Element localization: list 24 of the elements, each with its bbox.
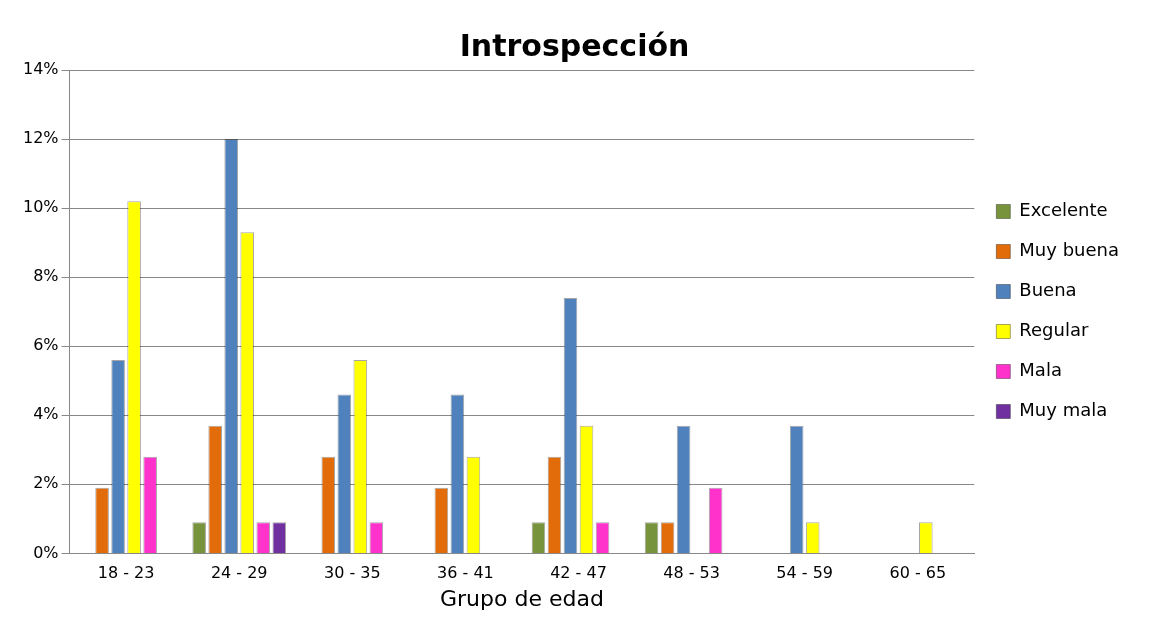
y-tick-label: 10%	[23, 197, 59, 217]
x-tick-label: 18 - 23	[97, 563, 155, 583]
legend-label: Mala	[1019, 359, 1062, 381]
y-tick-label: 8%	[33, 266, 59, 286]
chart-title: Introspección	[459, 27, 690, 63]
legend-label: Buena	[1019, 279, 1077, 301]
y-tick-label: 6%	[33, 335, 59, 355]
x-tick-label: 42 - 47	[550, 563, 607, 583]
y-tick-label: 12%	[23, 128, 59, 148]
x-tick-label: 54 - 59	[776, 563, 834, 583]
legend-label: Regular	[1019, 319, 1089, 341]
x-tick-label: 36 - 41	[437, 563, 494, 583]
x-tick-label: 24 - 29	[210, 563, 268, 583]
y-tick-label: 2%	[33, 473, 59, 493]
x-tick-label: 60 - 65	[889, 563, 947, 583]
y-tick-label: 14%	[23, 59, 59, 79]
x-tick-label: 30 - 35	[323, 563, 381, 583]
legend-label: Muy buena	[1019, 239, 1120, 261]
legend-label: Excelente	[1019, 199, 1108, 221]
y-tick-label: 4%	[33, 404, 59, 424]
y-tick-label: 0%	[33, 542, 59, 562]
x-axis-title: Grupo de edad	[440, 585, 604, 611]
x-tick-label: 48 - 53	[663, 563, 720, 583]
legend-label: Muy mala	[1019, 399, 1108, 421]
